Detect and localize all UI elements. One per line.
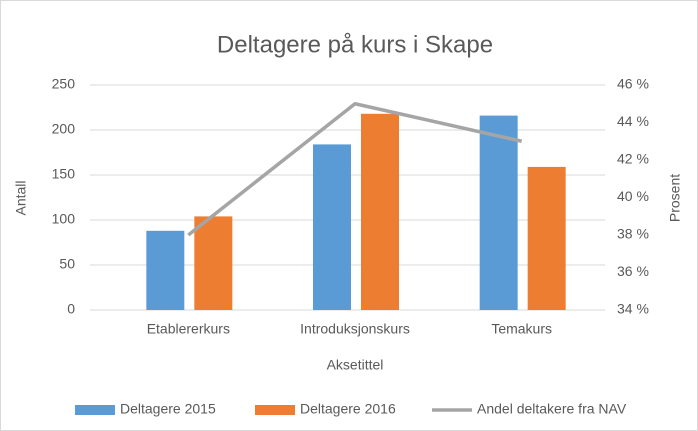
chart-title: Deltagere på kurs i Skape: [217, 31, 493, 58]
legend-label: Andel deltakere fra NAV: [477, 401, 627, 417]
y-tick-label: 150: [52, 166, 76, 182]
x-axis-title: Aksetittel: [327, 357, 384, 373]
bar: [361, 113, 399, 310]
y2-tick-label: 44 %: [617, 113, 649, 129]
y-tick-label: 50: [59, 256, 75, 272]
x-tick-label: Introduksjonskurs: [300, 321, 410, 337]
bar: [527, 166, 566, 310]
bar: [479, 115, 518, 310]
y-tick-label: 200: [52, 121, 76, 137]
y2-tick-label: 34 %: [617, 301, 649, 317]
y-tick-label: 100: [52, 211, 76, 227]
line-series: [187, 102, 523, 237]
y-tick-label: 250: [52, 76, 76, 92]
legend-swatch: [255, 405, 295, 415]
bar: [313, 144, 351, 310]
y2-tick-label: 36 %: [617, 263, 649, 279]
legend-label: Deltagere 2015: [120, 401, 216, 417]
y-axis-title: Antall: [13, 180, 29, 215]
y2-tick-label: 46 %: [617, 76, 649, 92]
y2-tick-label: 40 %: [617, 188, 649, 204]
y-tick-label: 0: [67, 301, 75, 317]
x-tick-label: Temakurs: [491, 321, 552, 337]
y2-tick-label: 38 %: [617, 226, 649, 242]
y2-axis-title: Prosent: [667, 174, 683, 222]
bar: [146, 230, 185, 310]
x-tick-label: Etablererkurs: [147, 321, 230, 337]
bar: [194, 216, 233, 310]
legend-label: Deltagere 2016: [300, 401, 396, 417]
legend-swatch: [75, 405, 115, 415]
y2-tick-label: 42 %: [617, 151, 649, 167]
